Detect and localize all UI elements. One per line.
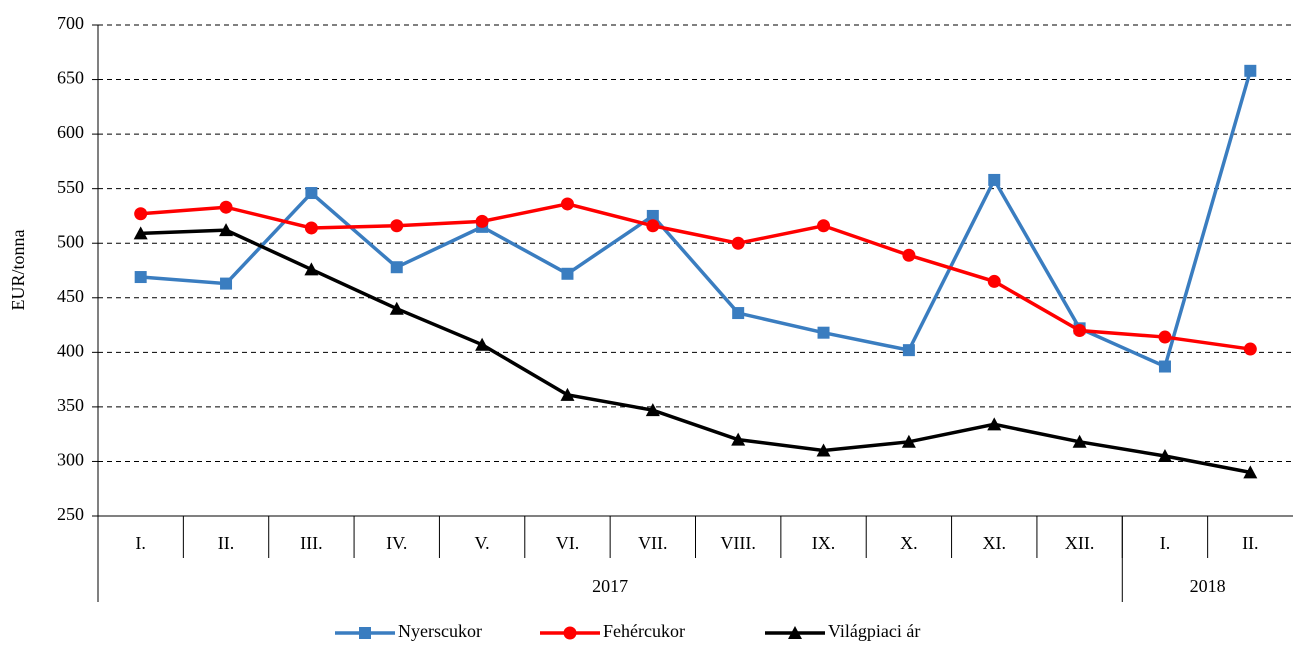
marker [561, 267, 574, 280]
marker [987, 417, 1002, 431]
x-tick-label: XI. [983, 533, 1007, 553]
x-tick-label: III. [300, 533, 322, 553]
marker [732, 307, 745, 320]
marker [390, 219, 404, 233]
x-tick-label: IV. [386, 533, 407, 553]
marker [134, 207, 148, 221]
x-tick-label: I. [1160, 533, 1171, 553]
legend-label: Fehércukor [603, 621, 685, 641]
marker [788, 626, 802, 639]
marker [563, 626, 577, 640]
marker [1244, 64, 1257, 77]
marker [1243, 342, 1257, 356]
marker [817, 219, 831, 233]
series-line [140, 228, 1251, 475]
x-tick-label: I. [135, 533, 146, 553]
marker [390, 261, 403, 274]
y-tick-label: 600 [57, 122, 84, 142]
marker [817, 326, 830, 339]
x-tick-label: IX. [812, 533, 836, 553]
y-tick-label: 700 [57, 13, 84, 33]
marker [304, 221, 318, 235]
x-tick-label: VI. [556, 533, 580, 553]
x-tick-label: VIII. [720, 533, 755, 553]
marker [219, 223, 234, 237]
marker [560, 197, 574, 211]
y-tick-label: 550 [57, 177, 84, 197]
legend-label: Világpiaci ár [828, 621, 920, 641]
marker [901, 434, 916, 448]
y-tick-label: 250 [57, 504, 84, 524]
marker [987, 274, 1001, 288]
group-label: 2017 [592, 576, 628, 596]
marker [646, 209, 659, 222]
marker [133, 226, 148, 240]
marker [1158, 330, 1172, 344]
series-line [140, 70, 1253, 369]
y-tick-label: 350 [57, 395, 84, 415]
marker [645, 403, 660, 417]
marker [902, 248, 916, 262]
marker [988, 173, 1001, 186]
marker [1158, 360, 1171, 373]
marker [1243, 465, 1258, 479]
series-line [140, 202, 1251, 351]
marker [1157, 448, 1172, 462]
x-tick-label: VII. [638, 533, 668, 553]
y-tick-label: 450 [57, 286, 84, 306]
y-tick-label: 300 [57, 450, 84, 470]
y-tick-label: 650 [57, 68, 84, 88]
marker [731, 236, 745, 250]
marker [475, 214, 489, 228]
y-tick-label: 500 [57, 231, 84, 251]
marker [134, 271, 147, 284]
y-axis-label: EUR/tonna [8, 229, 28, 310]
marker [305, 187, 318, 200]
marker [475, 337, 490, 351]
marker [902, 344, 915, 357]
marker [816, 443, 831, 457]
x-tick-label: X. [900, 533, 918, 553]
legend-label: Nyerscukor [398, 621, 482, 641]
marker [560, 387, 575, 401]
marker [219, 200, 233, 214]
marker [646, 219, 660, 233]
marker [220, 277, 233, 290]
x-tick-label: XII. [1065, 533, 1095, 553]
marker [304, 262, 319, 276]
y-tick-label: 400 [57, 340, 84, 360]
x-tick-label: II. [1242, 533, 1259, 553]
marker [359, 627, 371, 639]
marker [389, 301, 404, 315]
marker [731, 432, 746, 446]
marker [1073, 324, 1087, 338]
marker [1072, 434, 1087, 448]
group-label: 2018 [1190, 576, 1226, 596]
x-tick-label: V. [475, 533, 490, 553]
x-tick-label: II. [218, 533, 235, 553]
